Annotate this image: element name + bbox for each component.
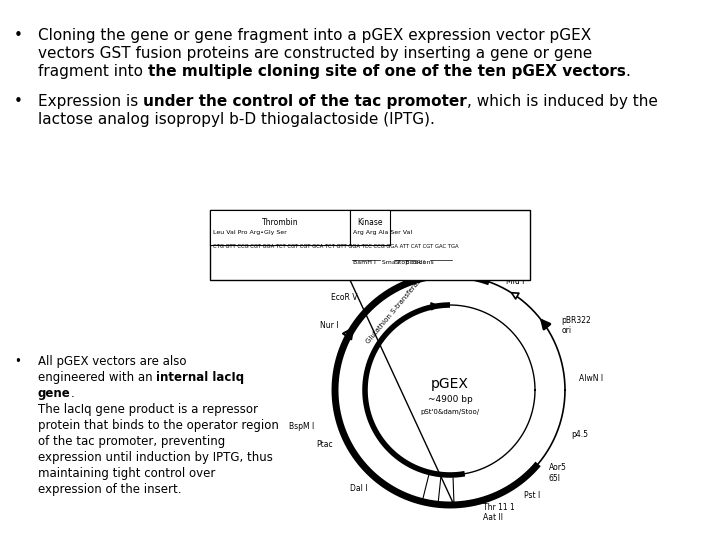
Bar [210, 210, 530, 280]
Text: Thrombin: Thrombin [261, 218, 298, 227]
Text: EcoR V: EcoR V [331, 293, 357, 302]
Text: p4.5: p4.5 [571, 430, 588, 438]
Text: AlwN I: AlwN I [578, 374, 603, 383]
Text: •: • [14, 94, 23, 109]
Text: Nur I: Nur I [320, 321, 338, 330]
Text: engineered with an: engineered with an [38, 371, 156, 384]
Text: Arg Arg Ala Ser Val: Arg Arg Ala Ser Val [353, 230, 412, 235]
Text: RssH I: RssH I [366, 272, 390, 281]
Text: pGEX: pGEX [431, 377, 469, 391]
Text: Cloning the gene or gene fragment into a pGEX expression vector pGEX: Cloning the gene or gene fragment into a… [38, 28, 591, 43]
Text: Thr 11 1
Aat II: Thr 11 1 Aat II [483, 503, 515, 522]
Text: Aor5
65I: Aor5 65I [549, 463, 567, 483]
Text: of the tac promoter, preventing: of the tac promoter, preventing [38, 435, 225, 448]
Text: Mlu I: Mlu I [506, 276, 525, 286]
Text: maintaining tight control over: maintaining tight control over [38, 467, 215, 480]
Text: The lacIq gene product is a repressor: The lacIq gene product is a repressor [38, 403, 258, 416]
Text: fragment into: fragment into [38, 64, 148, 79]
Text: Pst I: Pst I [524, 491, 540, 500]
Text: under the control of the tac promoter: under the control of the tac promoter [143, 94, 467, 109]
Text: Glutathion S-transferase: Glutathion S-transferase [365, 275, 425, 345]
Text: .: . [626, 64, 631, 79]
Text: Aps I: Aps I [402, 260, 421, 269]
Text: expression until induction by IPTG, thus: expression until induction by IPTG, thus [38, 451, 273, 464]
Text: •: • [14, 355, 21, 368]
Text: •: • [14, 28, 23, 43]
Text: ~4900 bp: ~4900 bp [428, 395, 472, 404]
Text: expression of the insert.: expression of the insert. [38, 483, 181, 496]
Bar [210, 210, 350, 245]
Text: , which is induced by the: , which is induced by the [467, 94, 658, 109]
Text: .: . [71, 387, 74, 400]
Text: the multiple cloning site of one of the ten pGEX vectors: the multiple cloning site of one of the … [148, 64, 626, 79]
Text: Stop codons: Stop codons [395, 260, 433, 265]
Text: Ptac: Ptac [317, 440, 333, 449]
Text: protein that binds to the operator region: protein that binds to the operator regio… [38, 419, 279, 432]
Text: BspM I: BspM I [289, 422, 314, 431]
Text: BamH I   Sma I   EcoR I: BamH I Sma I EcoR I [353, 260, 425, 265]
Text: Kinase: Kinase [357, 218, 383, 227]
Text: CTG GTT CCG CGT GGA TCT CGT CGT GCA TCT GTT GGA TCC CCG GGA ATT CAT CGT GAC TGA: CTG GTT CCG CGT GGA TCT CGT CGT GCA TCT … [213, 244, 459, 249]
Bar [350, 210, 390, 245]
Text: gene: gene [38, 387, 71, 400]
Text: lactose analog isopropyl b-D thiogalactoside (IPTG).: lactose analog isopropyl b-D thiogalacto… [38, 112, 435, 127]
Text: pBR322
ori: pBR322 ori [562, 316, 591, 335]
Text: Leu Val Pro Arg•Gly Ser: Leu Val Pro Arg•Gly Ser [213, 230, 287, 235]
Text: Dal I: Dal I [350, 484, 367, 494]
Text: Expression is: Expression is [38, 94, 143, 109]
Text: pSt'0&dam/Stoo/: pSt'0&dam/Stoo/ [420, 409, 480, 415]
Text: BstE II: BstE II [443, 261, 467, 270]
Text: vectors GST fusion proteins are constructed by inserting a gene or gene: vectors GST fusion proteins are construc… [38, 46, 593, 61]
Text: internal lacIq: internal lacIq [156, 371, 245, 384]
Text: All pGEX vectors are also: All pGEX vectors are also [38, 355, 186, 368]
